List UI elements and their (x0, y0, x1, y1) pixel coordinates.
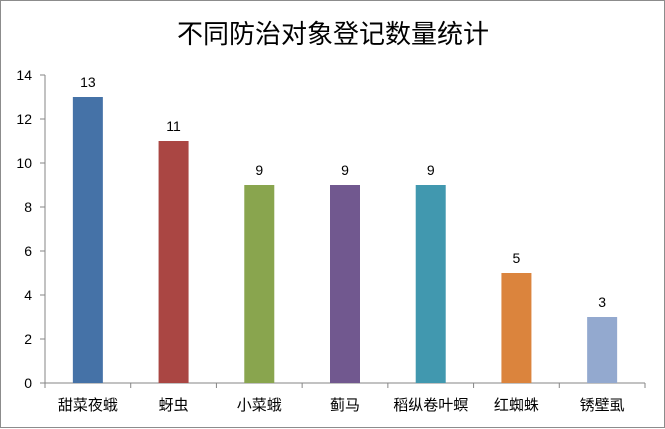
chart-title: 不同防治对象登记数量统计 (177, 20, 489, 50)
bar-value-label: 9 (255, 162, 263, 178)
bar-5 (415, 185, 446, 383)
bar-4 (330, 185, 360, 383)
bar-1 (72, 97, 103, 383)
y-tick-label: 10 (16, 155, 32, 171)
y-tick-label: 4 (24, 287, 32, 303)
bar-value-label: 13 (80, 74, 96, 90)
category-label: 蚜虫 (159, 396, 189, 414)
bar-2 (158, 141, 189, 383)
bar-value-label: 5 (513, 250, 521, 266)
y-tick-label: 14 (16, 67, 32, 83)
category-label: 蓟马 (330, 396, 360, 414)
y-tick-label: 2 (24, 331, 32, 347)
y-tick-label: 0 (24, 375, 32, 391)
bar-value-label: 9 (427, 162, 435, 178)
bar-6 (501, 273, 532, 383)
bar-value-label: 3 (598, 294, 606, 310)
plot-area: 0 2 4 6 8 10 12 14 13 甜菜夜蛾 11 蚜虫 9 小菜蛾 9 蓟马 9 稻纵卷叶螟 5 红蜘蛛 3 锈… (16, 67, 646, 414)
bar-value-label: 11 (166, 118, 181, 134)
bar-7 (587, 317, 618, 383)
y-tick-label: 8 (24, 199, 32, 215)
bar-3 (244, 185, 275, 383)
category-label: 稻纵卷叶螟 (393, 396, 468, 414)
category-label: 锈壁虱 (580, 396, 625, 414)
y-tick-label: 12 (16, 111, 32, 127)
y-tick-label: 6 (24, 243, 32, 259)
category-label: 小菜蛾 (237, 396, 282, 414)
category-label: 红蜘蛛 (494, 396, 539, 414)
category-label: 甜菜夜蛾 (58, 396, 118, 414)
bar-value-label: 9 (341, 162, 349, 178)
